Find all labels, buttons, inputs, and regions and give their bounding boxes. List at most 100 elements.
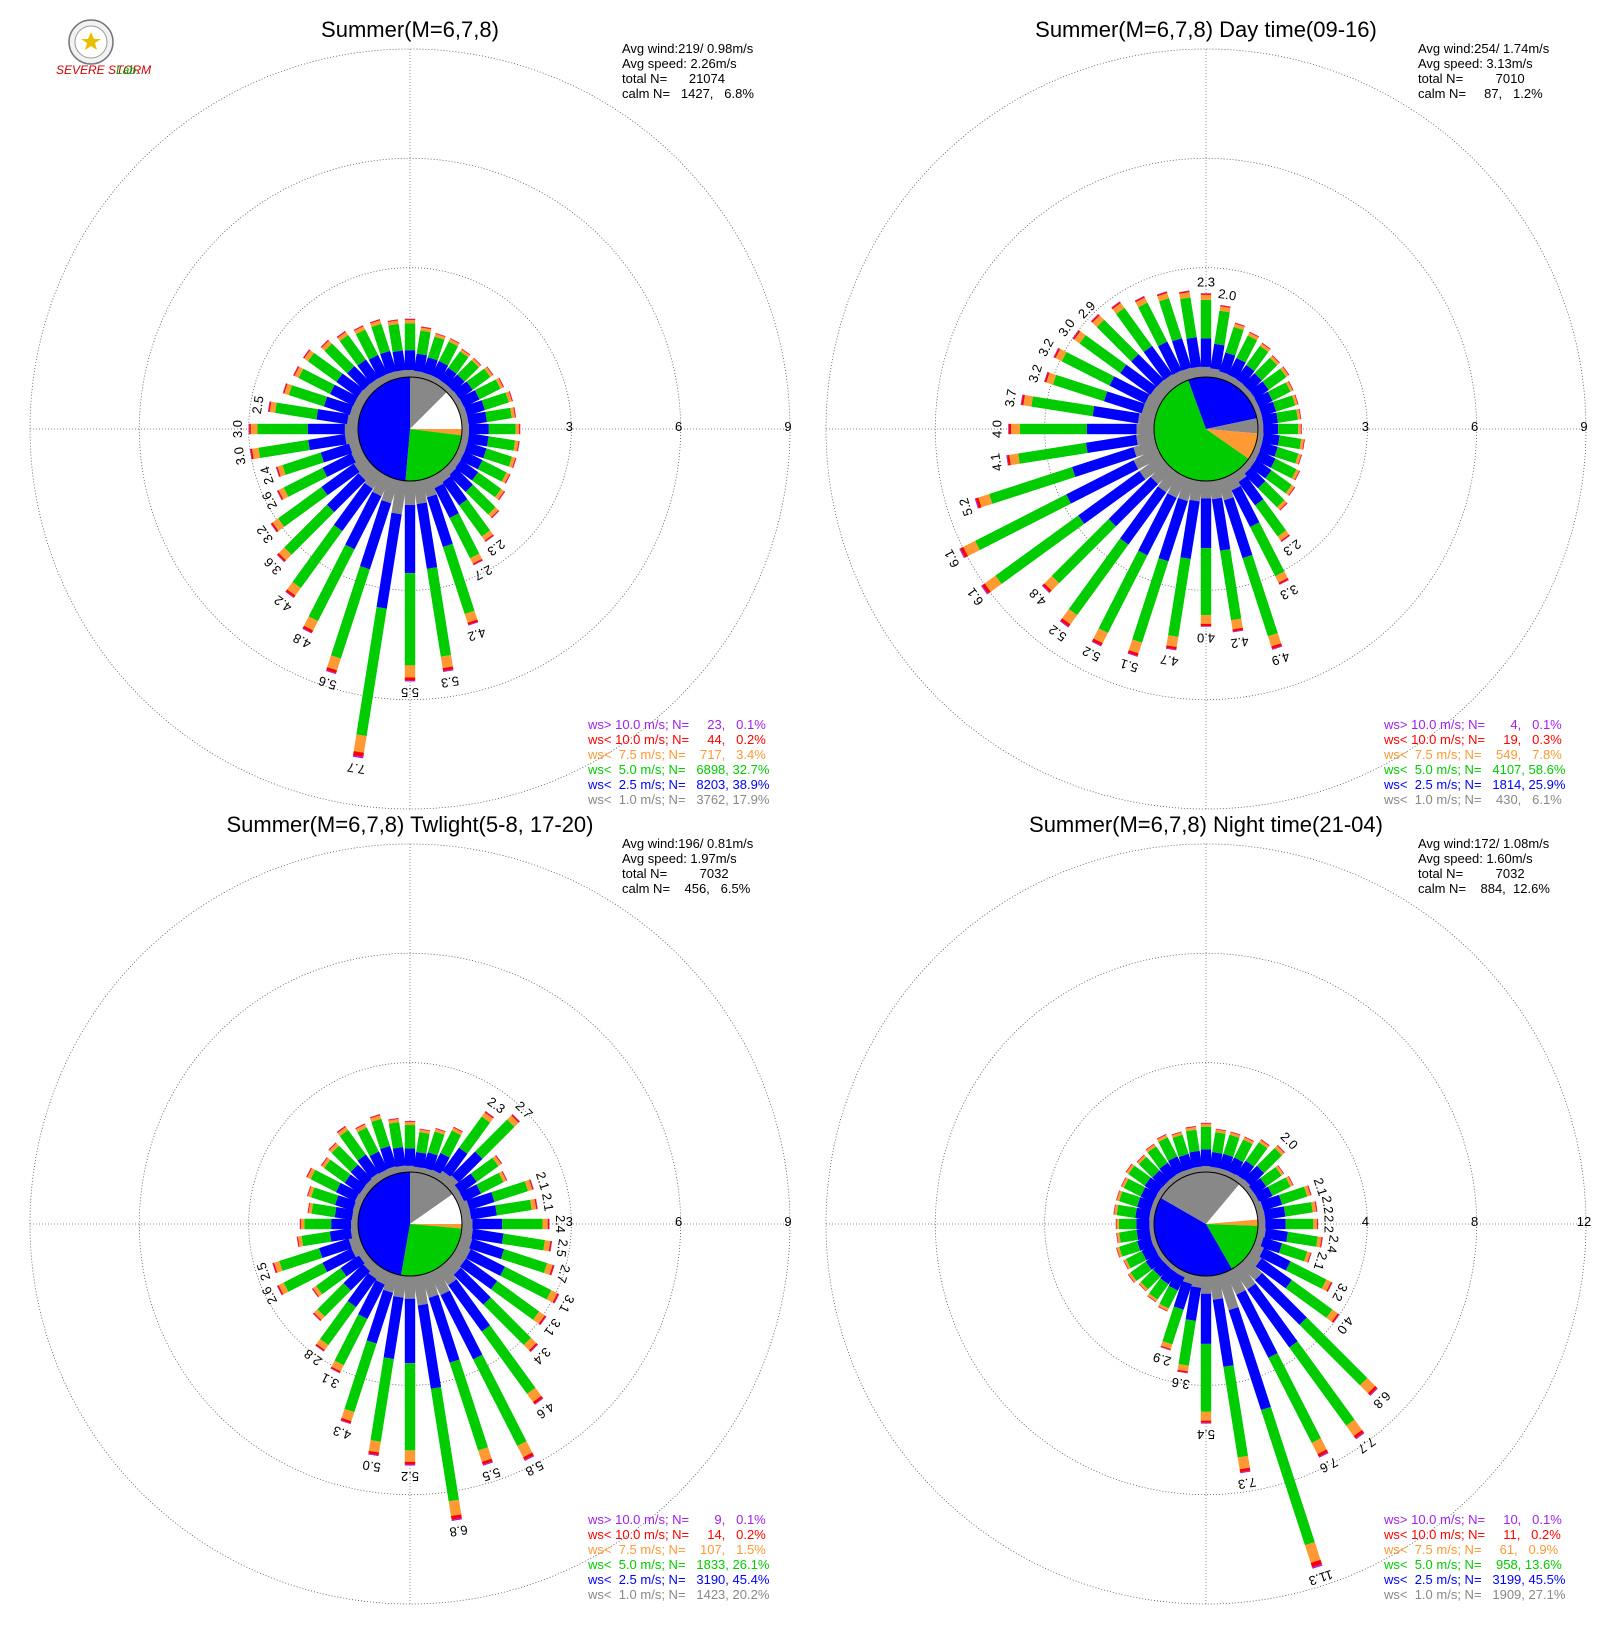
bar-segment <box>1008 424 1009 434</box>
bar-segment <box>1298 424 1301 434</box>
info-line: calm N= 87, 1.2% <box>1418 86 1543 101</box>
bar-segment <box>405 505 415 573</box>
bar-segment <box>1179 1319 1196 1365</box>
bar-dir-10 <box>1258 424 1302 434</box>
bar-value-label: 5.2 <box>956 496 976 518</box>
bar-segment <box>1201 294 1211 295</box>
info-line: total N= 21074 <box>622 71 725 86</box>
bar-segment <box>1201 615 1211 624</box>
bar-segment <box>1223 1365 1248 1457</box>
bar-segment <box>519 424 520 434</box>
bar-segment <box>502 1219 542 1229</box>
bar-segment <box>369 1440 381 1452</box>
legend-entry: ws< 10.0 m/s; N= 14, 0.2% <box>587 1527 766 1542</box>
bar-dir-0 <box>1201 293 1211 377</box>
bar-segment <box>1117 1205 1137 1218</box>
legend-entry: ws> 10.0 m/s; N= 9, 0.1% <box>587 1512 766 1527</box>
bar-dir-20 <box>405 481 415 681</box>
bar-segment <box>1186 1130 1200 1153</box>
bar-segment <box>356 607 386 736</box>
bar-segment <box>1191 366 1203 378</box>
legend-entry: ws< 7.5 m/s; N= 549, 7.8% <box>1383 747 1562 762</box>
bar-segment <box>485 408 511 422</box>
bar-segment <box>249 424 251 434</box>
bar-value-label: 2.9 <box>1151 1349 1173 1369</box>
bar-segment <box>1238 1456 1250 1469</box>
bar-segment <box>389 1122 403 1148</box>
info-line: total N= 7010 <box>1418 71 1525 86</box>
ring-label: 6 <box>1471 419 1478 434</box>
panel-title: Summer(M=6,7,8) Twlight(5-8, 17-20) <box>226 812 593 837</box>
bar-segment <box>502 1234 545 1251</box>
bar-segment <box>516 424 519 434</box>
bar-segment <box>1201 1127 1211 1150</box>
bar-segment <box>1212 1132 1225 1153</box>
bar-dir-10 <box>462 1219 549 1229</box>
severe-storm-lab-logo: SEVERE STORM Lab. <box>56 20 151 77</box>
legend-entry: ws> 10.0 m/s; N= 23, 0.1% <box>587 717 766 732</box>
legend-entry: ws< 5.0 m/s; N= 4107, 58.6% <box>1383 762 1566 777</box>
legend-entry: ws< 7.5 m/s; N= 107, 1.5% <box>587 1542 766 1557</box>
legend-entry: ws< 5.0 m/s; N= 958, 13.6% <box>1383 1557 1562 1572</box>
bar-segment <box>1201 498 1211 548</box>
bar-value-label: 5.0 <box>362 1457 382 1475</box>
bar-segment <box>1201 1412 1211 1421</box>
bar-segment <box>489 424 516 434</box>
bar-dir-0 <box>1201 1123 1211 1172</box>
bar-segment <box>1116 1219 1117 1229</box>
bar-segment <box>371 1357 394 1441</box>
bar-segment <box>1031 396 1094 416</box>
info-line: calm N= 884, 12.6% <box>1418 881 1550 896</box>
ring-label: 9 <box>1580 419 1587 434</box>
bar-value-label: 5.1 <box>1118 656 1140 676</box>
bar-segment <box>542 1219 547 1229</box>
bar-segment <box>405 1465 415 1466</box>
bar-segment <box>1317 1219 1318 1229</box>
bar-value-label: 3.0 <box>230 420 245 438</box>
legend-entry: ws< 1.0 m/s; N= 1909, 27.1% <box>1383 1587 1566 1602</box>
bar-value-label: 2.0 <box>1217 286 1237 304</box>
ring-label: 12 <box>1577 1214 1591 1229</box>
bar-value-label: 4.9 <box>1270 649 1292 669</box>
info-line: Avg wind:196/ 0.81m/s <box>622 836 754 851</box>
bar-value-label: 5.4 <box>1197 1427 1215 1442</box>
bar-value-label: 5.6 <box>317 673 339 693</box>
ring-label: 4 <box>1362 1214 1369 1229</box>
bar-value-label: 2.3 <box>1197 275 1215 290</box>
legend-entry: ws> 10.0 m/s; N= 10, 0.1% <box>1383 1512 1562 1527</box>
bar-segment <box>258 440 309 458</box>
bar-value-label: 7.7 <box>346 760 366 778</box>
bar-segment <box>1201 300 1211 339</box>
bar-value-label: 2.1 <box>1311 1250 1331 1272</box>
bar-value-label: 2.1 <box>1311 1176 1331 1198</box>
bar-dir-20 <box>1201 1276 1211 1424</box>
bar-segment <box>311 1203 336 1217</box>
bar-value-label: 3.3 <box>1278 582 1301 604</box>
bar-segment <box>1220 549 1241 620</box>
bar-segment <box>300 1219 301 1229</box>
bar-value-label: 4.0 <box>1197 630 1215 645</box>
bar-segment <box>1166 635 1178 647</box>
bar-value-label: 4.8 <box>290 630 313 652</box>
bar-value-label: 3.2 <box>1025 363 1045 385</box>
bar-segment <box>354 735 367 753</box>
bar-segment <box>431 1387 459 1501</box>
bar-segment <box>405 573 415 665</box>
panel-title: Summer(M=6,7,8) Day time(09-16) <box>1035 17 1377 42</box>
bar-segment <box>1231 619 1243 630</box>
bar-value-label: 5.2 <box>401 1469 419 1484</box>
bar-segment <box>1119 1230 1138 1243</box>
ring-label: 9 <box>784 419 791 434</box>
legend-entry: ws< 5.0 m/s; N= 6898, 32.7% <box>587 762 770 777</box>
bar-dir-10 <box>462 424 520 434</box>
bar-dir-20 <box>405 1276 415 1466</box>
bar-segment <box>1201 1294 1211 1344</box>
bar-segment <box>1136 1219 1149 1229</box>
bar-value-label: 6.8 <box>449 1522 469 1540</box>
bar-value-label: 3.0 <box>231 446 249 466</box>
legend-entry: ws< 10.0 m/s; N= 44, 0.2% <box>587 732 766 747</box>
bar-value-label: 4.2 <box>1230 634 1250 652</box>
